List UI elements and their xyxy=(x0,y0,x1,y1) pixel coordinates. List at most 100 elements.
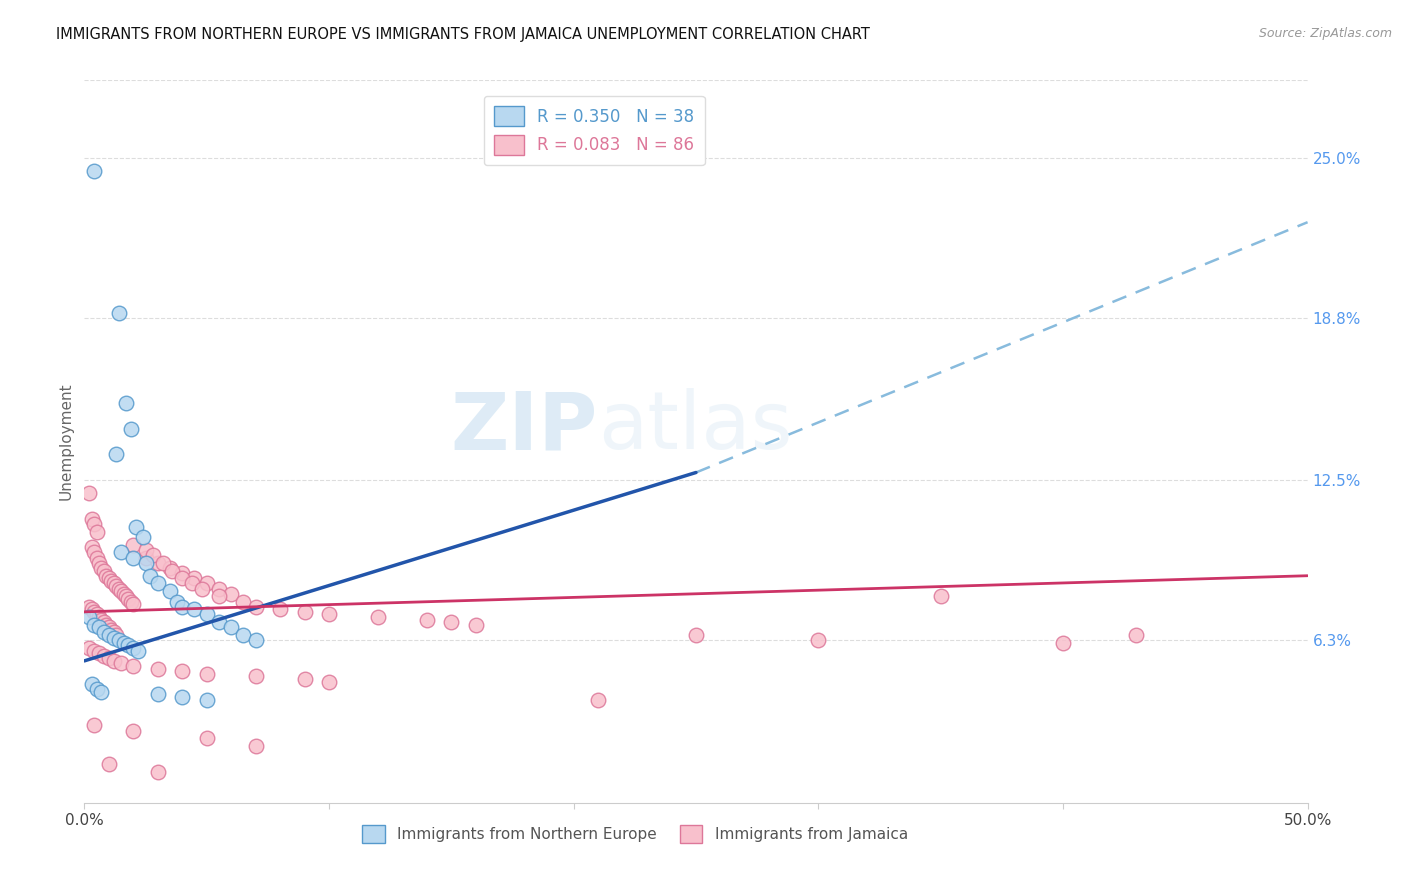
Point xyxy=(139,568,162,582)
Point xyxy=(77,599,100,614)
Point xyxy=(416,613,439,627)
Point xyxy=(90,561,112,575)
Point xyxy=(117,591,139,606)
Point xyxy=(93,564,115,578)
Point xyxy=(93,615,115,630)
Point xyxy=(586,692,609,706)
Point xyxy=(107,305,129,319)
Point xyxy=(120,422,142,436)
Point xyxy=(195,607,218,622)
Point xyxy=(77,640,100,655)
Point xyxy=(122,723,145,738)
Point xyxy=(1052,636,1074,650)
Point xyxy=(115,396,138,410)
Point xyxy=(83,617,105,632)
Point xyxy=(93,625,115,640)
Point xyxy=(87,556,110,570)
Point xyxy=(107,633,129,648)
Point xyxy=(110,545,132,559)
Point xyxy=(87,610,110,624)
Point xyxy=(245,599,267,614)
Point xyxy=(97,571,120,585)
Point xyxy=(146,556,169,570)
Point xyxy=(135,556,157,570)
Point xyxy=(83,605,105,619)
Text: IMMIGRANTS FROM NORTHERN EUROPE VS IMMIGRANTS FROM JAMAICA UNEMPLOYMENT CORRELAT: IMMIGRANTS FROM NORTHERN EUROPE VS IMMIG… xyxy=(56,27,870,42)
Point xyxy=(105,628,128,642)
Point xyxy=(105,579,128,593)
Point xyxy=(195,692,218,706)
Point xyxy=(245,669,267,683)
Point xyxy=(105,447,128,461)
Point xyxy=(1125,628,1147,642)
Point xyxy=(146,687,169,701)
Point xyxy=(135,542,157,557)
Point xyxy=(86,607,108,622)
Point xyxy=(159,584,181,599)
Point xyxy=(122,538,145,552)
Point xyxy=(77,610,100,624)
Point xyxy=(107,582,129,596)
Point xyxy=(172,690,194,704)
Point xyxy=(172,571,194,585)
Text: Source: ZipAtlas.com: Source: ZipAtlas.com xyxy=(1258,27,1392,40)
Point xyxy=(90,613,112,627)
Point xyxy=(80,677,103,691)
Point xyxy=(195,576,218,591)
Point xyxy=(294,672,316,686)
Point xyxy=(110,657,132,671)
Point xyxy=(166,594,188,608)
Point xyxy=(191,582,214,596)
Point xyxy=(83,517,105,532)
Point xyxy=(97,757,120,772)
Point xyxy=(146,662,169,676)
Point xyxy=(86,550,108,565)
Point xyxy=(172,599,194,614)
Point xyxy=(219,620,242,634)
Point xyxy=(172,566,194,581)
Point xyxy=(80,602,103,616)
Point xyxy=(86,524,108,539)
Point xyxy=(112,587,135,601)
Point xyxy=(90,685,112,699)
Point xyxy=(146,764,169,779)
Y-axis label: Unemployment: Unemployment xyxy=(58,383,73,500)
Point xyxy=(172,664,194,678)
Text: ZIP: ZIP xyxy=(451,388,598,467)
Point xyxy=(97,628,120,642)
Point xyxy=(83,643,105,657)
Point xyxy=(96,617,118,632)
Point xyxy=(103,631,125,645)
Point xyxy=(122,640,145,655)
Point xyxy=(103,654,125,668)
Point xyxy=(183,571,205,585)
Point xyxy=(162,564,184,578)
Legend: Immigrants from Northern Europe, Immigrants from Jamaica: Immigrants from Northern Europe, Immigra… xyxy=(356,819,914,849)
Point xyxy=(146,576,169,591)
Point xyxy=(807,633,830,648)
Point xyxy=(120,594,142,608)
Point xyxy=(135,550,157,565)
Point xyxy=(122,659,145,673)
Point xyxy=(464,617,486,632)
Point xyxy=(232,628,254,642)
Point xyxy=(122,597,145,611)
Text: atlas: atlas xyxy=(598,388,793,467)
Point xyxy=(142,548,165,562)
Point xyxy=(97,651,120,665)
Point xyxy=(318,674,340,689)
Point xyxy=(208,615,231,630)
Point xyxy=(122,550,145,565)
Point xyxy=(103,576,125,591)
Point xyxy=(83,545,105,559)
Point xyxy=(110,584,132,599)
Point xyxy=(117,639,139,653)
Point xyxy=(93,648,115,663)
Point xyxy=(181,576,204,591)
Point xyxy=(294,605,316,619)
Point xyxy=(83,718,105,732)
Point xyxy=(152,556,174,570)
Point xyxy=(112,636,135,650)
Point xyxy=(127,643,149,657)
Point xyxy=(245,633,267,648)
